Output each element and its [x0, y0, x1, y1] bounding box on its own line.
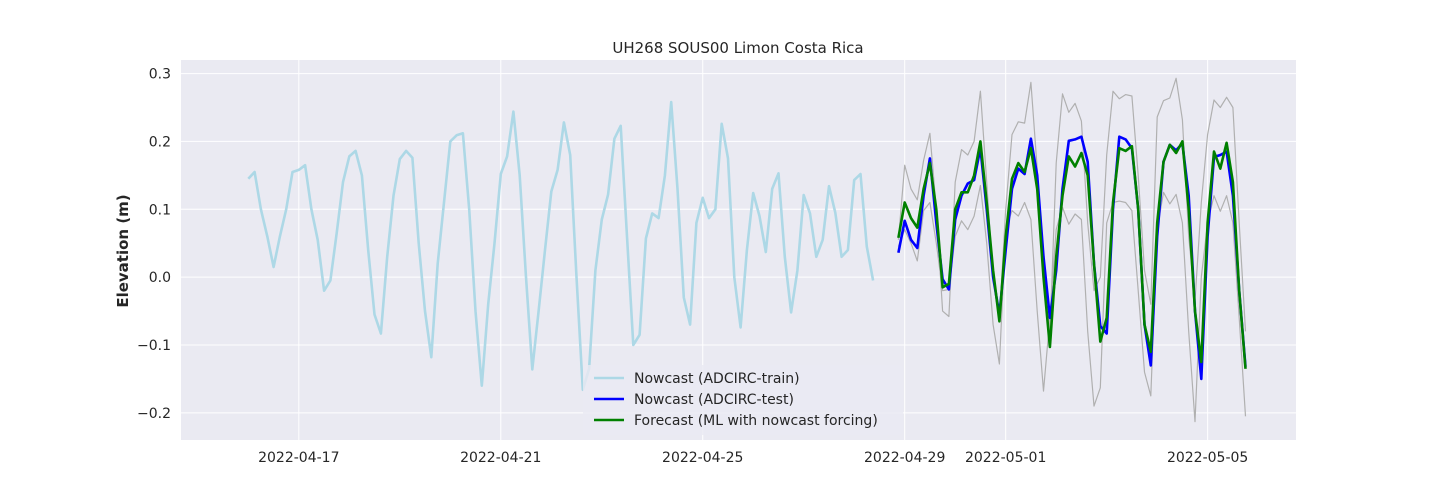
y-tick-label: −0.2 [137, 406, 171, 422]
y-tick-labels: 0.3 0.2 0.1 0.0 −0.1 −0.2 [137, 67, 171, 422]
legend: Nowcast (ADCIRC-train) Nowcast (ADCIRC-t… [583, 365, 903, 435]
y-axis-label: Elevation (m) [114, 194, 132, 307]
x-tick-label: 2022-05-05 [1167, 450, 1248, 466]
y-tick-label: 0.2 [149, 134, 171, 150]
x-tick-label: 2022-04-29 [864, 450, 945, 466]
y-tick-label: 0.1 [149, 202, 171, 218]
legend-box [583, 365, 903, 435]
series-layer [247, 77, 1247, 423]
chart-title: UH268 SOUS00 Limon Costa Rica [612, 39, 863, 57]
y-tick-label: 0.0 [149, 270, 171, 286]
series-line-ensemble-upper [897, 77, 1247, 336]
x-tick-label: 2022-04-17 [258, 450, 339, 466]
legend-label-forecast: Forecast (ML with nowcast forcing) [634, 413, 878, 429]
y-tick-label: 0.3 [149, 67, 171, 83]
legend-label-train: Nowcast (ADCIRC-train) [634, 371, 800, 387]
series-line-nowcast-adcirc-train [247, 100, 875, 392]
x-tick-label: 2022-04-25 [662, 450, 743, 466]
x-tick-label: 2022-05-01 [965, 450, 1046, 466]
y-tick-label: −0.1 [137, 338, 171, 354]
x-tick-label: 2022-04-21 [460, 450, 541, 466]
x-tick-labels: 2022-04-17 2022-04-21 2022-04-25 2022-04-29… [258, 450, 1248, 466]
legend-label-test: Nowcast (ADCIRC-test) [634, 392, 794, 408]
series-line-forecast-ml-with-nowcast-forcing [897, 140, 1247, 369]
series-line-ensemble-lower [897, 184, 1247, 423]
